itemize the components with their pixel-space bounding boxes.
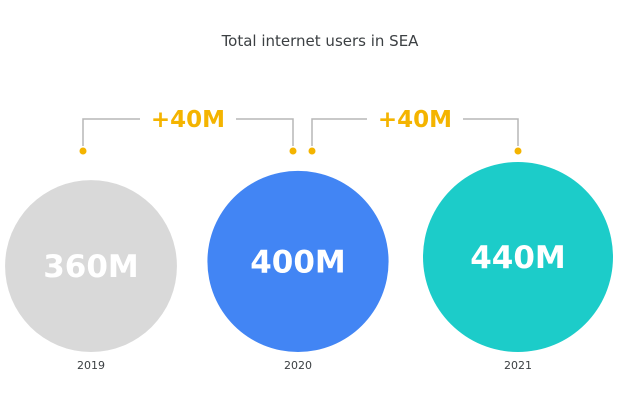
- change-label: +40M: [151, 107, 225, 133]
- bubbles: 360M 400M 440M: [5, 162, 613, 352]
- bubble-2021: [423, 162, 613, 352]
- change-connector-2020-2021: +40M: [308, 107, 522, 155]
- year-label: 2021: [504, 359, 532, 372]
- year-label: 2020: [284, 359, 312, 372]
- change-label: +40M: [378, 107, 452, 133]
- connector-line: [236, 118, 294, 146]
- connector-dot: [514, 147, 522, 155]
- change-connectors: +40M +40M: [79, 107, 522, 155]
- year-label: 2019: [77, 359, 105, 372]
- bubble-value-label: 360M: [43, 249, 139, 285]
- connector-line: [463, 118, 519, 146]
- bubble-2019: [5, 180, 177, 352]
- year-labels: 2019 2020 2021: [77, 359, 532, 372]
- bubble-value-label: 440M: [470, 240, 566, 276]
- chart-title: Total internet users in SEA: [221, 32, 420, 50]
- bubble-value-label: 400M: [250, 244, 346, 280]
- connector-dot: [289, 147, 297, 155]
- change-connector-2019-2020: +40M: [79, 107, 297, 155]
- connector-dot: [79, 147, 87, 155]
- connector-line: [82, 118, 140, 146]
- connector-dot: [308, 147, 316, 155]
- connector-line: [311, 118, 367, 146]
- bubble-2020: [207, 170, 389, 352]
